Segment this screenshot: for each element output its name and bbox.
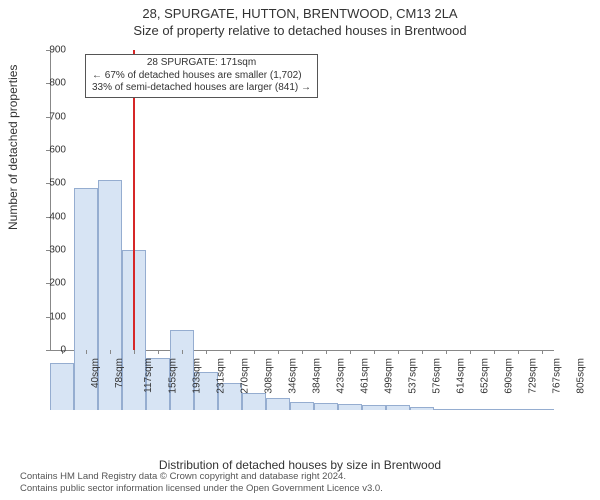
- x-tick: [542, 350, 543, 354]
- x-tick-label: 461sqm: [360, 358, 371, 394]
- y-tick-label: 500: [36, 178, 66, 189]
- x-tick: [110, 350, 111, 354]
- x-tick-label: 78sqm: [114, 358, 125, 388]
- y-axis-label: Number of detached properties: [6, 65, 20, 230]
- chart-area: 40sqm 78sqm 117sqm 155sqm 193sqm 231sqm 270sqm…: [50, 50, 580, 410]
- x-tick-label: 384sqm: [312, 358, 323, 394]
- x-tick-label: 729sqm: [528, 358, 539, 394]
- histogram-bar: [506, 409, 530, 410]
- histogram-bar: [362, 405, 386, 410]
- histogram-bar: [530, 409, 554, 410]
- histogram-bar: [338, 404, 362, 410]
- x-tick: [134, 350, 135, 354]
- histogram-bar: [290, 402, 314, 410]
- x-tick-label: 805sqm: [576, 358, 587, 394]
- x-tick-label: 193sqm: [192, 358, 203, 394]
- y-tick-label: 300: [36, 245, 66, 256]
- footer-line-2: Contains public sector information licen…: [20, 483, 590, 494]
- y-tick-label: 400: [36, 211, 66, 222]
- x-tick-label: 231sqm: [216, 358, 227, 394]
- x-tick-label: 652sqm: [480, 358, 491, 394]
- histogram-bar: [434, 409, 458, 410]
- x-tick-label: 423sqm: [336, 358, 347, 394]
- x-tick-label: 690sqm: [504, 358, 515, 394]
- histogram-bar: [386, 405, 410, 410]
- histogram-bar: [482, 409, 506, 410]
- x-tick: [470, 350, 471, 354]
- histogram-bar: [458, 409, 482, 410]
- x-tick-label: 270sqm: [240, 358, 251, 394]
- y-tick-label: 600: [36, 145, 66, 156]
- x-tick-label: 767sqm: [552, 358, 563, 394]
- y-tick-label: 900: [36, 45, 66, 56]
- x-tick: [254, 350, 255, 354]
- x-tick: [350, 350, 351, 354]
- annotation-line-3: 33% of semi-detached houses are larger (…: [92, 82, 311, 95]
- histogram-bar: [314, 403, 338, 410]
- x-tick: [278, 350, 279, 354]
- x-axis-label: Distribution of detached houses by size …: [0, 458, 600, 472]
- title-line-1: 28, SPURGATE, HUTTON, BRENTWOOD, CM13 2L…: [10, 6, 590, 21]
- y-tick-label: 800: [36, 78, 66, 89]
- x-tick-label: 40sqm: [90, 358, 101, 388]
- title-line-2: Size of property relative to detached ho…: [10, 23, 590, 38]
- x-tick-label: 155sqm: [168, 358, 179, 394]
- y-tick-label: 200: [36, 278, 66, 289]
- x-tick-label: 346sqm: [288, 358, 299, 394]
- histogram-bar: [242, 393, 266, 410]
- y-axis-line: [50, 50, 51, 350]
- x-tick: [206, 350, 207, 354]
- x-tick: [182, 350, 183, 354]
- chart-title-block: 28, SPURGATE, HUTTON, BRENTWOOD, CM13 2L…: [0, 0, 600, 40]
- footer-line-1: Contains HM Land Registry data © Crown c…: [20, 471, 590, 482]
- histogram-bar: [266, 398, 290, 410]
- histogram-bar: [410, 407, 434, 410]
- plot-area: 40sqm 78sqm 117sqm 155sqm 193sqm 231sqm 270sqm…: [50, 50, 580, 410]
- footer: Contains HM Land Registry data © Crown c…: [20, 471, 590, 494]
- x-tick-label: 117sqm: [143, 358, 154, 393]
- histogram-bar: [50, 363, 74, 410]
- x-tick-label: 308sqm: [264, 358, 275, 394]
- x-tick: [158, 350, 159, 354]
- x-tick: [326, 350, 327, 354]
- x-tick: [422, 350, 423, 354]
- y-tick-label: 0: [36, 345, 66, 356]
- y-tick-label: 100: [36, 311, 66, 322]
- annotation-box: 28 SPURGATE: 171sqm← 67% of detached hou…: [85, 54, 318, 98]
- x-tick-label: 537sqm: [408, 358, 419, 394]
- y-tick-label: 700: [36, 111, 66, 122]
- x-tick: [374, 350, 375, 354]
- x-tick: [446, 350, 447, 354]
- x-tick: [398, 350, 399, 354]
- x-tick-label: 576sqm: [432, 358, 443, 394]
- annotation-line-2: ← 67% of detached houses are smaller (1,…: [92, 70, 311, 83]
- annotation-line-1: 28 SPURGATE: 171sqm: [92, 57, 311, 70]
- x-tick: [86, 350, 87, 354]
- x-tick-label: 499sqm: [384, 358, 395, 394]
- x-tick: [494, 350, 495, 354]
- x-tick: [302, 350, 303, 354]
- x-tick: [230, 350, 231, 354]
- x-tick: [518, 350, 519, 354]
- x-tick-label: 614sqm: [456, 358, 467, 394]
